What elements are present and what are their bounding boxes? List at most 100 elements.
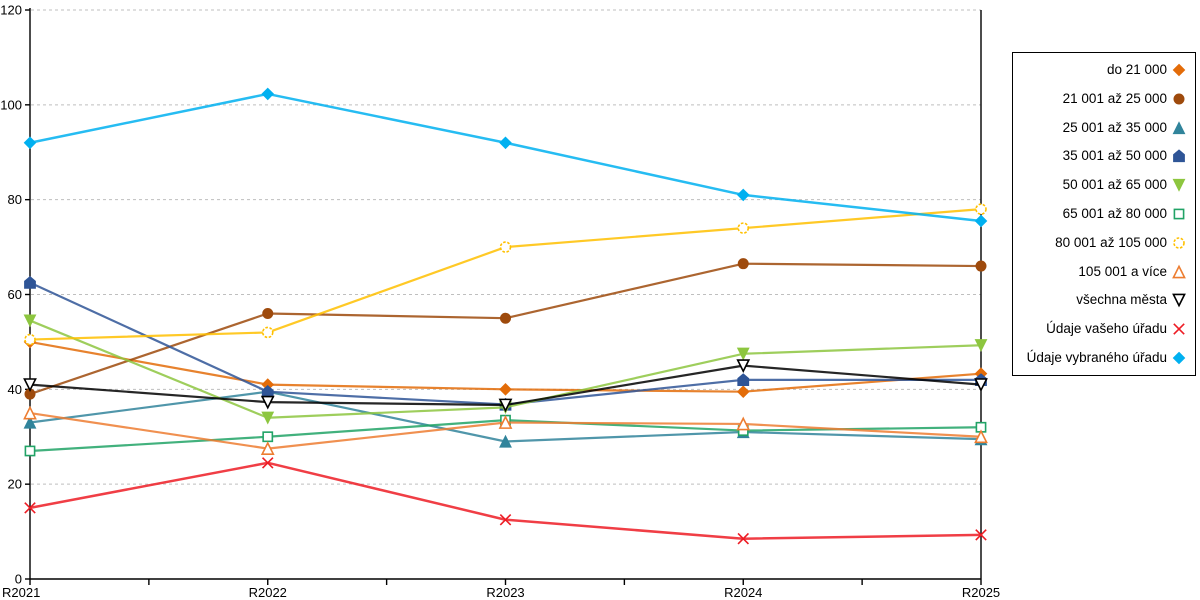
- series-marker: [23, 314, 37, 328]
- series-marker: [975, 203, 987, 215]
- legend-marker-triangle-down-icon: [1172, 179, 1186, 192]
- series-marker: [1172, 351, 1186, 365]
- legend-marker-square-icon: [1173, 208, 1185, 220]
- legend-item-label: 105 001 a více: [1078, 263, 1167, 279]
- series-marker: [737, 222, 750, 234]
- series-marker: [1173, 149, 1185, 163]
- series-marker: [1172, 264, 1186, 278]
- series-marker: [974, 378, 988, 392]
- legend-item: 21 001 až 25 000: [1019, 91, 1187, 107]
- legend-item: Údaje vybraného úřadu: [1019, 350, 1187, 366]
- series-marker: [500, 312, 511, 324]
- legend-marker-circle-dashed-icon: [1173, 236, 1185, 249]
- legend-marker-diamond-icon: [1172, 351, 1186, 365]
- y-tick-label: 120: [0, 3, 22, 18]
- y-tick-label: 0: [15, 572, 22, 587]
- legend-item: do 21 000: [1019, 62, 1187, 78]
- legend-item-label: 65 001 až 80 000: [1062, 205, 1167, 221]
- series-1: [24, 258, 987, 400]
- series-marker: [737, 373, 750, 386]
- y-tick-label: 20: [8, 477, 22, 492]
- series-marker: [499, 383, 512, 396]
- series-0: [23, 335, 988, 399]
- series-marker: [1173, 93, 1185, 105]
- legend-item-label: 35 001 až 50 000: [1062, 148, 1167, 164]
- series-marker: [1172, 293, 1186, 308]
- legend-item: 50 001 až 65 000: [1019, 177, 1187, 193]
- series-marker: [736, 347, 750, 361]
- legend-marker-pentagon-icon: [1173, 149, 1185, 163]
- legend-item: 80 001 až 105 000: [1019, 235, 1187, 251]
- series-marker: [499, 241, 512, 253]
- series-marker: [260, 441, 275, 456]
- series-marker: [737, 258, 749, 270]
- series-10: [23, 87, 988, 228]
- legend-item: 35 001 až 50 000: [1019, 148, 1187, 164]
- series-marker: [24, 445, 36, 457]
- series-marker: [260, 395, 275, 410]
- x-tick-label: R2021: [2, 585, 40, 600]
- series-marker: [498, 415, 513, 429]
- x-tick-label: R2022: [249, 585, 287, 600]
- series-7: [23, 405, 988, 456]
- series-marker: [974, 214, 988, 228]
- legend-item-label: 50 001 až 65 000: [1062, 177, 1167, 193]
- series-marker: [1172, 63, 1186, 77]
- series-marker: [24, 275, 36, 289]
- x-tick-label: R2025: [962, 585, 1000, 600]
- y-tick-label: 80: [8, 192, 22, 207]
- x-tick-label: R2023: [486, 585, 524, 600]
- series-marker: [975, 260, 987, 272]
- series-marker: [24, 333, 36, 346]
- y-tick-label: 40: [8, 382, 22, 397]
- legend: do 21 000 21 001 až 25 000 25 001 až 35 00…: [1012, 52, 1196, 376]
- series-marker: [23, 378, 37, 392]
- series-marker: [1173, 236, 1185, 249]
- series-9: [24, 457, 987, 545]
- series-marker: [974, 429, 988, 444]
- legend-item-label: Údaje vašeho úřadu: [1046, 321, 1167, 337]
- legend-item-label: 80 001 až 105 000: [1055, 234, 1167, 250]
- series-marker: [262, 307, 274, 319]
- series-marker: [1172, 179, 1186, 192]
- series-marker: [499, 136, 512, 150]
- series-line: [28, 461, 983, 540]
- series-marker: [736, 359, 751, 374]
- series-line: [28, 92, 983, 223]
- legend-marker-diamond-icon: [1172, 63, 1186, 77]
- axes: [25, 8, 982, 585]
- series-8: [23, 359, 988, 413]
- series-marker: [1172, 120, 1186, 134]
- series-marker: [499, 434, 512, 448]
- series-marker: [261, 87, 275, 101]
- series-marker: [261, 411, 275, 425]
- legend-item: 25 001 až 35 000: [1019, 120, 1187, 136]
- series-marker: [23, 136, 37, 150]
- legend-marker-triangle-up-icon: [1172, 264, 1186, 278]
- legend-item-label: Údaje vybraného úřadu: [1026, 349, 1167, 365]
- series-marker: [23, 415, 37, 429]
- legend-item-label: 21 001 až 25 000: [1062, 90, 1167, 106]
- series-marker: [736, 385, 750, 399]
- legend-item: všechna města: [1019, 292, 1187, 308]
- y-tick-label: 60: [8, 287, 22, 302]
- series-6: [24, 203, 987, 346]
- legend-item-label: všechna města: [1076, 292, 1167, 308]
- legend-item: Údaje vašeho úřadu: [1019, 321, 1187, 337]
- series-line: [28, 262, 983, 396]
- legend-item: 105 001 a více: [1019, 264, 1187, 280]
- legend-marker-circle-icon: [1173, 93, 1185, 105]
- series-marker: [1173, 208, 1185, 220]
- legend-item: 65 001 až 80 000: [1019, 206, 1187, 222]
- series-marker: [974, 339, 988, 352]
- series-marker: [736, 188, 750, 202]
- legend-marker-x-icon: [1173, 323, 1185, 335]
- axis-labels: 0 20 40 60 80 100 120 R2021 R2022 R2023 R2024 R2025: [0, 3, 1000, 600]
- series-marker: [23, 405, 37, 420]
- series-marker: [261, 326, 274, 339]
- series-marker: [736, 416, 751, 431]
- x-tick-label: R2024: [724, 585, 762, 600]
- series-marker: [262, 431, 274, 443]
